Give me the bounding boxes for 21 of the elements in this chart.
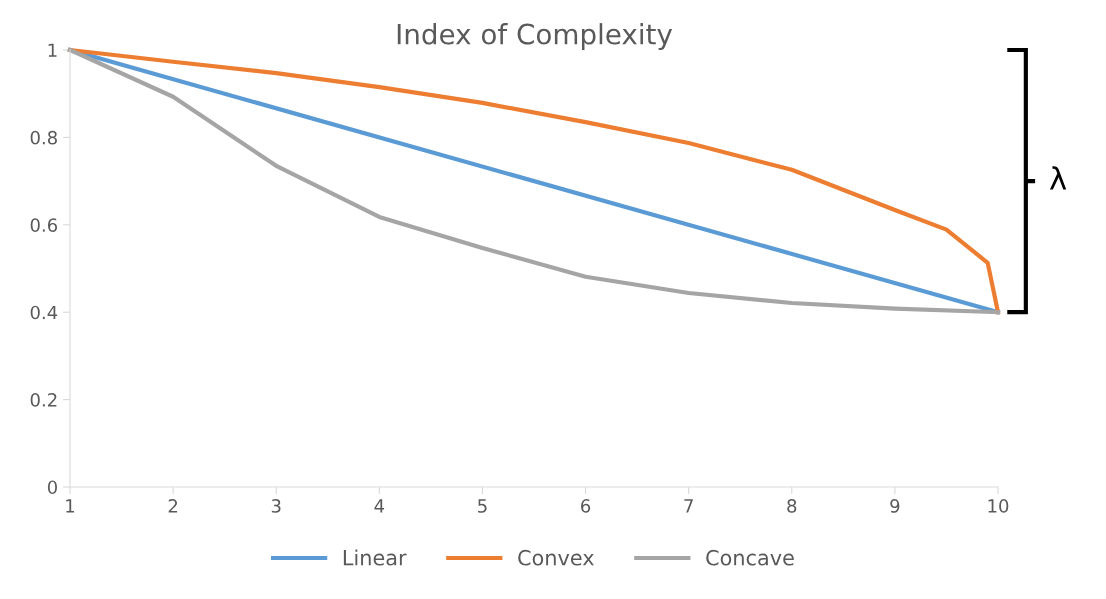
chart-title: Index of Complexity [397,23,673,50]
x-tick-label: 10 [988,499,1009,513]
y-tick-label: 0.8 [30,130,57,145]
x-tick-label: 7 [684,499,693,513]
y-tick-label: 1 [48,43,57,57]
x-tick-label: 4 [374,499,385,513]
x-tick-label: 8 [787,499,797,513]
x-tick-label: 2 [168,499,178,513]
y-tick-label: 0 [47,480,57,495]
text: λ [1049,166,1067,190]
x-tick-label: 9 [890,499,900,513]
x-tick-label: 5 [478,499,487,513]
legend-label: Linear [343,549,407,566]
x-tick-label: 1 [66,499,75,513]
legend-label: Concave [706,549,794,566]
x-tick-label: 6 [581,499,591,513]
x-tick-label: 3 [271,499,281,513]
y-tick-label: 0.4 [30,305,58,320]
legend-label: Convex [518,549,594,566]
y-tick-label: 0.2 [30,393,57,407]
y-tick-label: 0.6 [30,218,58,232]
